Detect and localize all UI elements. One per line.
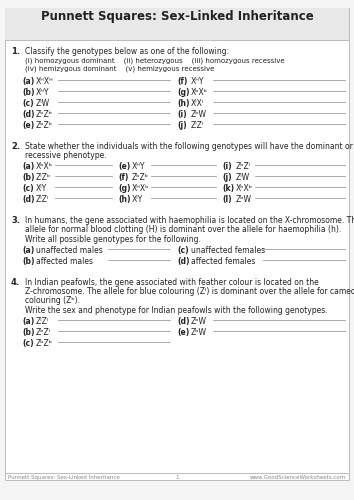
Text: ZᵇZᴵ: ZᵇZᴵ — [36, 328, 51, 337]
Text: ZᵇZᵇ: ZᵇZᵇ — [36, 339, 53, 348]
Text: unaffected males: unaffected males — [36, 246, 103, 255]
Text: (b): (b) — [22, 173, 34, 182]
Text: (i): (i) — [177, 110, 187, 119]
Text: (b): (b) — [22, 257, 34, 266]
Text: 3.: 3. — [11, 216, 20, 225]
Text: colouring (Zᵇ).: colouring (Zᵇ). — [25, 296, 80, 305]
Text: (j): (j) — [177, 121, 187, 130]
Text: (i) homozygous dominant    (ii) heterozygous    (iii) homozygous recessive: (i) homozygous dominant (ii) heterozygou… — [25, 57, 285, 64]
Text: XᵇXᵇ: XᵇXᵇ — [191, 88, 208, 97]
Text: ZᵇZᴵ: ZᵇZᴵ — [236, 162, 251, 171]
Text: ZᵇZᵇ: ZᵇZᵇ — [132, 173, 149, 182]
Text: In Indian peafowls, the gene associated with feather colour is located on the: In Indian peafowls, the gene associated … — [25, 278, 319, 287]
Text: ZᵇW: ZᵇW — [191, 110, 207, 119]
Text: (iv) hemizygous dominant    (v) hemizygous recessive: (iv) hemizygous dominant (v) hemizygous … — [25, 66, 215, 72]
Text: (f): (f) — [118, 173, 129, 182]
Text: ZᵇZᵇ: ZᵇZᵇ — [36, 110, 53, 119]
Text: ZᵇW: ZᵇW — [191, 317, 207, 326]
Text: XᴵXᴵ: XᴵXᴵ — [191, 99, 204, 108]
Text: ZᴵW: ZᴵW — [236, 173, 250, 182]
Text: XᴴY: XᴴY — [191, 77, 205, 86]
Text: (i): (i) — [222, 162, 232, 171]
Text: (d): (d) — [177, 317, 189, 326]
Text: XᴴY: XᴴY — [132, 162, 145, 171]
Text: Write all possible genotypes for the following.: Write all possible genotypes for the fol… — [25, 235, 201, 244]
Text: (l): (l) — [222, 195, 232, 204]
Text: (a): (a) — [22, 317, 34, 326]
Text: (h): (h) — [118, 195, 131, 204]
Text: (g): (g) — [177, 88, 189, 97]
Text: XᴵY: XᴵY — [132, 195, 143, 204]
Text: (b): (b) — [22, 328, 34, 337]
Text: ZᵇW: ZᵇW — [236, 195, 252, 204]
Text: 4.: 4. — [11, 278, 20, 287]
Text: XᴴXᵇ: XᴴXᵇ — [132, 184, 149, 193]
Text: Classify the genotypes below as one of the following:: Classify the genotypes below as one of t… — [25, 47, 229, 56]
Text: (e): (e) — [177, 328, 189, 337]
Text: (c): (c) — [22, 99, 34, 108]
Text: (e): (e) — [118, 162, 130, 171]
Text: State whether the individuals with the following genotypes will have the dominan: State whether the individuals with the f… — [25, 142, 353, 151]
Text: affected males: affected males — [36, 257, 93, 266]
Text: allele for normal blood clotting (H) is dominant over the allele for haemophilia: allele for normal blood clotting (H) is … — [25, 225, 341, 234]
Text: (f): (f) — [177, 77, 187, 86]
Text: ZᴵZᴵ: ZᴵZᴵ — [36, 195, 49, 204]
Text: www.GoodScienceWorksheets.com: www.GoodScienceWorksheets.com — [250, 475, 346, 480]
Text: (a): (a) — [22, 77, 34, 86]
Text: (a): (a) — [22, 246, 34, 255]
Text: unaffected females: unaffected females — [191, 246, 265, 255]
Text: XᴵY: XᴵY — [36, 184, 47, 193]
Text: (j): (j) — [222, 173, 232, 182]
Text: (c): (c) — [177, 246, 189, 255]
Text: (c): (c) — [22, 339, 34, 348]
Text: XᵇXᵇ: XᵇXᵇ — [236, 184, 253, 193]
Text: (a): (a) — [22, 162, 34, 171]
Text: (d): (d) — [22, 195, 34, 204]
Text: 1: 1 — [175, 475, 179, 480]
Text: ZᴵW: ZᴵW — [36, 99, 50, 108]
Text: affected females: affected females — [191, 257, 255, 266]
Text: Punnett Squares: Sex-Linked Inheritance: Punnett Squares: Sex-Linked Inheritance — [8, 475, 120, 480]
Text: (d): (d) — [22, 110, 34, 119]
Text: In humans, the gene associated with haemophilia is located on the X-chromosome. : In humans, the gene associated with haem… — [25, 216, 354, 225]
Text: (h): (h) — [177, 99, 189, 108]
Text: ZᵇZᵇ: ZᵇZᵇ — [36, 121, 53, 130]
Text: Write the sex and phenotype for Indian peafowls with the following genotypes.: Write the sex and phenotype for Indian p… — [25, 306, 327, 315]
Text: (c): (c) — [22, 184, 34, 193]
Text: ZᴵZᴵ: ZᴵZᴵ — [36, 317, 49, 326]
Text: XᴴY: XᴴY — [36, 88, 50, 97]
Text: ZᵇW: ZᵇW — [191, 328, 207, 337]
Text: XᵇXᵇ: XᵇXᵇ — [36, 162, 53, 171]
Text: Z-chromosome. The allele for blue colouring (Zᴵ) is dominant over the allele for: Z-chromosome. The allele for blue colour… — [25, 287, 354, 296]
Text: XᴴXᴴ: XᴴXᴴ — [36, 77, 54, 86]
Text: (k): (k) — [222, 184, 234, 193]
Text: ZᴵZᵇ: ZᴵZᵇ — [36, 173, 51, 182]
Bar — [5, 8, 349, 40]
Text: (e): (e) — [22, 121, 34, 130]
Text: recessive phenotype.: recessive phenotype. — [25, 151, 107, 160]
Text: 1.: 1. — [11, 47, 20, 56]
Text: Punnett Squares: Sex-Linked Inheritance: Punnett Squares: Sex-Linked Inheritance — [41, 10, 313, 23]
Text: 2.: 2. — [11, 142, 20, 151]
Text: (d): (d) — [177, 257, 189, 266]
Text: ZᴵZᴵ: ZᴵZᴵ — [191, 121, 204, 130]
Text: (g): (g) — [118, 184, 131, 193]
Text: (b): (b) — [22, 88, 34, 97]
